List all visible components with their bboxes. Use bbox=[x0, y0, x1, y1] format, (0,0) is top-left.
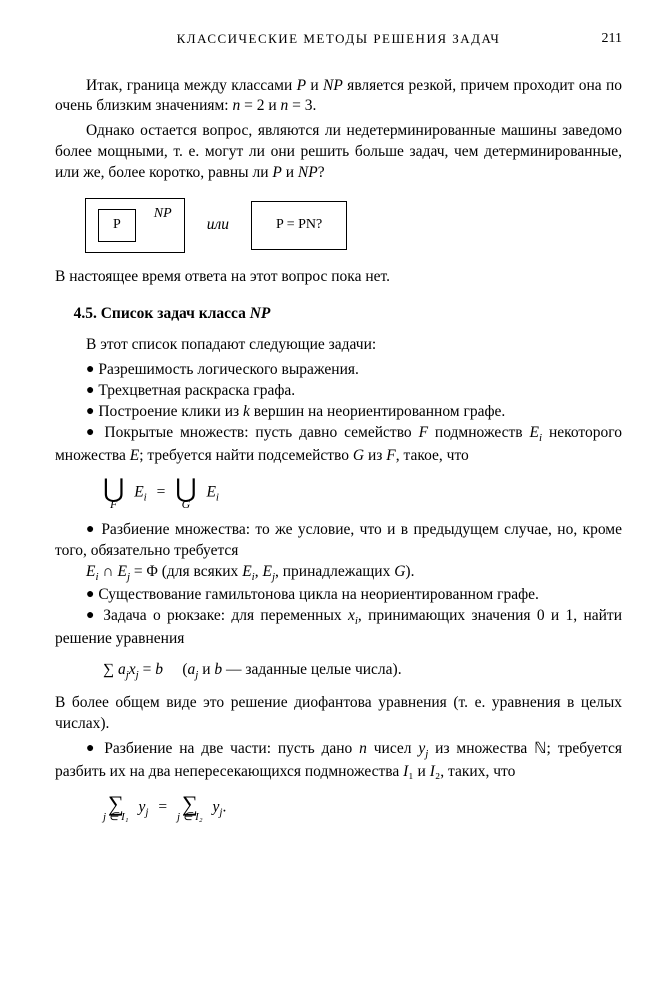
bullet-3: ● Построение клики из k вершин на неорие… bbox=[55, 402, 622, 423]
bullet-8: ● Разбиение на две части: пусть дано n ч… bbox=[55, 739, 622, 783]
diagram-or-label: или bbox=[207, 215, 229, 236]
bullet-2-text: Трехцветная раскраска графа. bbox=[98, 382, 295, 399]
header-title: КЛАССИЧЕСКИЕ МЕТОДЫ РЕШЕНИЯ ЗАДАЧ bbox=[177, 30, 501, 48]
diagram-inner-p: P bbox=[98, 209, 136, 242]
paragraph-2: Однако остается вопрос, являются ли неде… bbox=[55, 121, 622, 184]
bullet-4: ● Покрытые множеств: пусть давно семейст… bbox=[55, 423, 622, 467]
page-header: КЛАССИЧЕСКИЕ МЕТОДЫ РЕШЕНИЯ ЗАДАЧ 211 bbox=[55, 30, 622, 48]
bullet-6: ● Существование гамильтонова цикла на не… bbox=[55, 585, 622, 606]
bullet-6-text: Существование гамильтонова цикла на неор… bbox=[98, 586, 539, 603]
union-G: ⋃ G bbox=[175, 476, 196, 510]
equation-1: ⋃ F Ei = ⋃ G Ei bbox=[103, 476, 622, 510]
bullet-7: ● Задача о рюкзаке: для переменных xi, п… bbox=[55, 606, 622, 650]
bullet-1: ● Разрешимость логического выражения. bbox=[55, 360, 622, 381]
paragraph-after-7: В более общем виде это решение диофантов… bbox=[55, 693, 622, 735]
diagram-np-label: NP bbox=[154, 205, 172, 224]
bullet-5-eq: Ei ∩ Ej = Φ (для всяких Ei, Ej, принадле… bbox=[55, 562, 622, 585]
section-heading: 4.5. Список задач класса NP bbox=[55, 304, 622, 325]
diagram-box-eq: P = PN? bbox=[251, 201, 347, 250]
equation-2: ∑ ajxj = b (aj и b — заданные целые числ… bbox=[103, 660, 622, 683]
diagram-box-nested: P NP bbox=[85, 198, 185, 253]
page: КЛАССИЧЕСКИЕ МЕТОДЫ РЕШЕНИЯ ЗАДАЧ 211 Ит… bbox=[0, 0, 672, 1000]
equation-3: ∑ j ∈ I₁ yj = ∑ j ∈ I₂ yj. bbox=[103, 793, 622, 823]
sum-sub-2: j ∈ I₂ bbox=[177, 812, 203, 823]
bullet-5: ● Разбиение множества: то же условие, чт… bbox=[55, 520, 622, 562]
intro-line: В этот список попадают следующие задачи: bbox=[55, 335, 622, 356]
page-number: 211 bbox=[602, 30, 622, 49]
paragraph-1: Итак, граница между классами P и NP явля… bbox=[55, 76, 622, 118]
sum-sub-1: j ∈ I₁ bbox=[103, 812, 129, 823]
sum-I1: ∑ j ∈ I₁ bbox=[103, 793, 129, 823]
bullet-2: ● Трехцветная раскраска графа. bbox=[55, 381, 622, 402]
union-F: ⋃ F bbox=[103, 476, 124, 510]
bullet-1-text: Разрешимость логического выражения. bbox=[98, 361, 359, 378]
sum-I2: ∑ j ∈ I₂ bbox=[177, 793, 203, 823]
diagram-row: P NP или P = PN? bbox=[85, 198, 622, 253]
paragraph-3: В настоящее время ответа на этот вопрос … bbox=[55, 267, 622, 288]
